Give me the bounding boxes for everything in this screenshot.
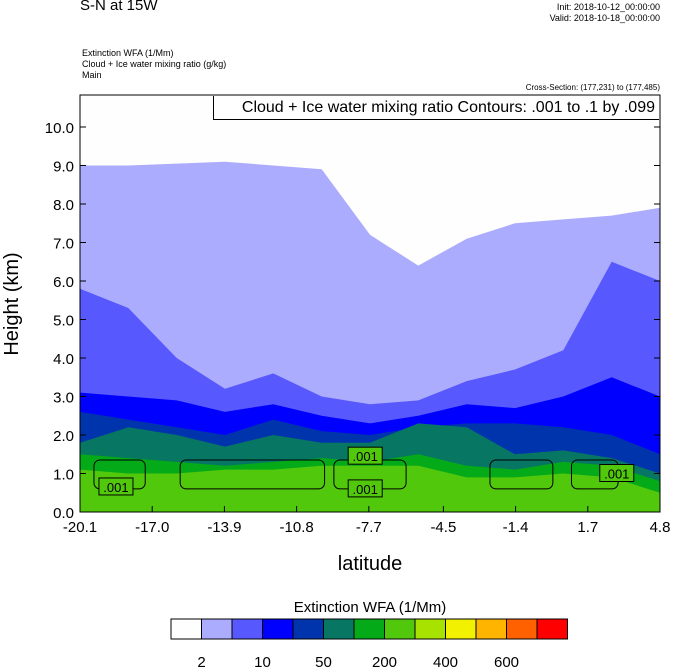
colorbar-label: 2 [197,654,205,668]
colorbar-swatch [414,618,446,640]
contour-label-box [98,477,134,496]
contour-legend: Cloud + Ice water mixing ratio Contours:… [213,96,659,120]
colorbar-swatch [170,618,202,640]
x-tick-label: -10.8 [280,519,314,536]
y-tick-label: 4.0 [53,351,74,368]
colorbar-swatch [475,618,507,640]
x-tick-label: -17.0 [135,519,169,536]
colorbar-label: 400 [433,654,458,668]
colorbar-swatch [292,618,324,640]
colorbar-swatch [506,618,538,640]
y-tick-label: 7.0 [53,236,74,253]
y-tick-label: 9.0 [53,159,74,176]
x-tick-label: -13.9 [207,519,241,536]
colorbar-label: 10 [254,654,271,668]
y-tick-label: 1.0 [53,467,74,484]
contour-label-box [347,446,383,465]
contour-label: .001 [353,449,378,464]
field-label-extinction: Extinction WFA (1/Mm) [82,48,174,58]
y-tick-label: 10.0 [45,120,74,137]
valid-time: Valid: 2018-10-18_00:00:00 [549,13,660,23]
colorbar-label: 600 [494,654,519,668]
y-tick-label: 2.0 [53,428,74,445]
y-tick-label: 6.0 [53,274,74,291]
plot-title: S-N at 15W [80,0,158,14]
contour-label: .001 [353,482,378,497]
y-tick-label: 0.0 [53,505,74,522]
contour-label-box [347,479,383,498]
plot-frame [79,94,661,513]
init-time: Init: 2018-10-12_00:00:00 [556,2,660,12]
y-tick-label: 3.0 [53,390,74,407]
colorbar-title: Extinction WFA (1/Mm) [294,599,447,616]
contour-label: .001 [103,480,128,495]
y-tick-label: 5.0 [53,313,74,330]
x-tick-label: -7.7 [356,519,382,536]
x-tick-label: 4.8 [650,519,671,536]
x-tick-label: -20.1 [63,519,97,536]
contour-label: .001 [604,467,629,482]
x-axis-label: latitude [338,553,403,575]
x-tick-label: -1.4 [503,519,529,536]
cloud-contour [489,459,554,490]
cross-section-label: Cross-Section: (177,231) to (177,485) [525,83,660,92]
y-axis-label: Height (km) [1,252,23,355]
colorbar-label: 200 [372,654,397,668]
colorbar-swatch [384,618,416,640]
contour-label-box [599,464,635,482]
colorbar-swatch [231,618,263,640]
field-label-domain: Main [82,70,102,80]
x-tick-label: -4.5 [430,519,456,536]
cloud-contour [179,459,326,490]
colorbar-swatch [536,618,568,640]
colorbar-swatch [201,618,233,640]
x-tick-label: 1.7 [577,519,598,536]
colorbar-label: 50 [315,654,332,668]
colorbar-swatch [445,618,477,640]
colorbar-swatch [323,618,355,640]
colorbar-swatch [262,618,294,640]
y-tick-label: 8.0 [53,197,74,214]
field-label-cloud-ice: Cloud + Ice water mixing ratio (g/kg) [82,59,227,69]
colorbar-swatch [353,618,385,640]
